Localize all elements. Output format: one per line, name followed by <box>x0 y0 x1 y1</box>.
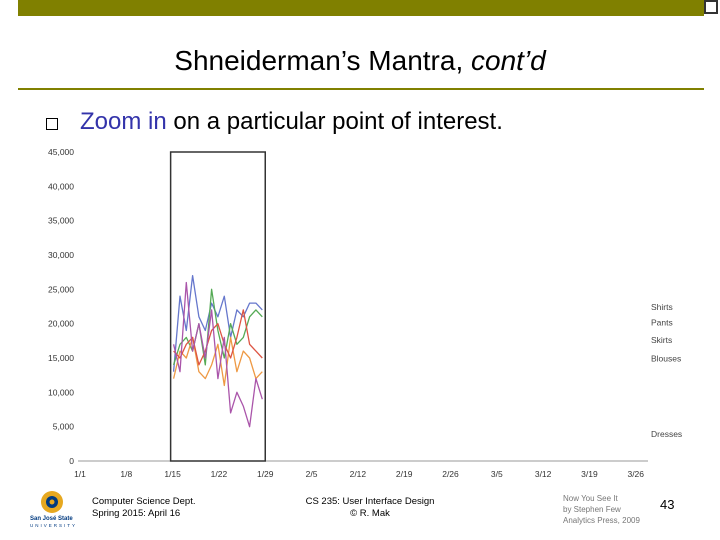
x-tick-label: 2/5 <box>306 469 318 479</box>
zoom-selection-box[interactable] <box>169 151 266 462</box>
y-tick-labels: 45,000 40,000 35,000 30,000 25,000 20,000 15,0… <box>48 147 74 466</box>
y-tick-label: 15,000 <box>48 353 74 363</box>
bullet-square-icon <box>46 118 58 130</box>
y-tick-label: 30,000 <box>48 250 74 260</box>
zoom-line-chart: 45,000 40,000 35,000 30,000 25,000 20,000 15,0… <box>48 147 682 479</box>
y-tick-label: 10,000 <box>48 387 74 397</box>
slide-title: Shneiderman’s Mantra, cont’d <box>0 45 720 77</box>
top-corner-box <box>704 0 718 14</box>
y-tick-label: 5,000 <box>53 422 75 432</box>
legend-label-skirts: Skirts <box>651 335 672 345</box>
footer-date: Spring 2015: April 16 <box>92 508 181 519</box>
footer-author: © R. Mak <box>350 508 390 519</box>
logo-subtext: UNIVERSITY <box>30 523 78 528</box>
footer-dept: Computer Science Dept. <box>92 496 196 507</box>
x-tick-label: 1/15 <box>164 469 181 479</box>
sjsu-logo-icon <box>41 491 63 513</box>
x-tick-label: 3/19 <box>581 469 598 479</box>
footer-course: CS 235: User Interface Design <box>305 496 435 507</box>
page-number: 43 <box>660 497 675 512</box>
title-underline <box>18 88 704 90</box>
series-line-blouses <box>173 309 263 366</box>
top-accent-bar <box>18 0 718 16</box>
citation-title: Now You See It <box>563 494 618 503</box>
y-tick-label: 20,000 <box>48 319 74 329</box>
legend: Shirts Pants Skirts Blouses Dresses <box>651 302 682 439</box>
citation-publisher: Analytics Press, 2009 <box>563 516 640 525</box>
bullet-text: Zoom in on a particular point of interes… <box>80 108 503 136</box>
y-tick-label: 35,000 <box>48 216 74 226</box>
legend-label-dresses: Dresses <box>651 429 682 439</box>
x-tick-label: 1/29 <box>257 469 274 479</box>
y-tick-label: 40,000 <box>48 181 74 191</box>
footer-course-title: CS 235: User Interface Design © R. Mak <box>300 496 440 520</box>
legend-label-blouses: Blouses <box>651 353 681 363</box>
series-lines <box>172 274 263 428</box>
x-tick-labels: 1/1 1/8 1/15 1/22 1/29 2/5 2/12 2/19 2/26 3/5 3/12… <box>74 469 644 479</box>
x-tick-label: 2/12 <box>350 469 367 479</box>
x-tick-label: 3/12 <box>535 469 552 479</box>
legend-label-pants: Pants <box>651 318 673 328</box>
series-line-skirts <box>172 336 263 387</box>
x-tick-label: 2/26 <box>442 469 459 479</box>
x-tick-label: 1/1 <box>74 469 86 479</box>
y-tick-label: 45,000 <box>48 147 74 157</box>
x-tick-label: 1/8 <box>120 469 132 479</box>
y-tick-label: 25,000 <box>48 284 74 294</box>
slide-title-main: Shneiderman’s Mantra, <box>174 45 472 76</box>
x-tick-label: 3/5 <box>491 469 503 479</box>
series-line-dresses <box>172 281 263 428</box>
citation-author: by Stephen Few <box>563 505 621 514</box>
x-tick-label: 2/19 <box>396 469 413 479</box>
bullet-rest: on a particular point of interest. <box>166 108 503 135</box>
bullet-highlight: Zoom in <box>80 108 167 135</box>
y-tick-label: 0 <box>69 456 74 466</box>
footer-citation: Now You See It by Stephen Few Analytics … <box>563 493 640 526</box>
x-tick-label: 1/22 <box>211 469 228 479</box>
x-tick-label: 3/26 <box>627 469 644 479</box>
slide-title-italic: cont’d <box>471 45 546 76</box>
legend-label-shirts: Shirts <box>651 302 673 312</box>
footer-course-info: Computer Science Dept. Spring 2015: Apri… <box>92 496 196 520</box>
logo-text: San José State <box>30 516 73 522</box>
